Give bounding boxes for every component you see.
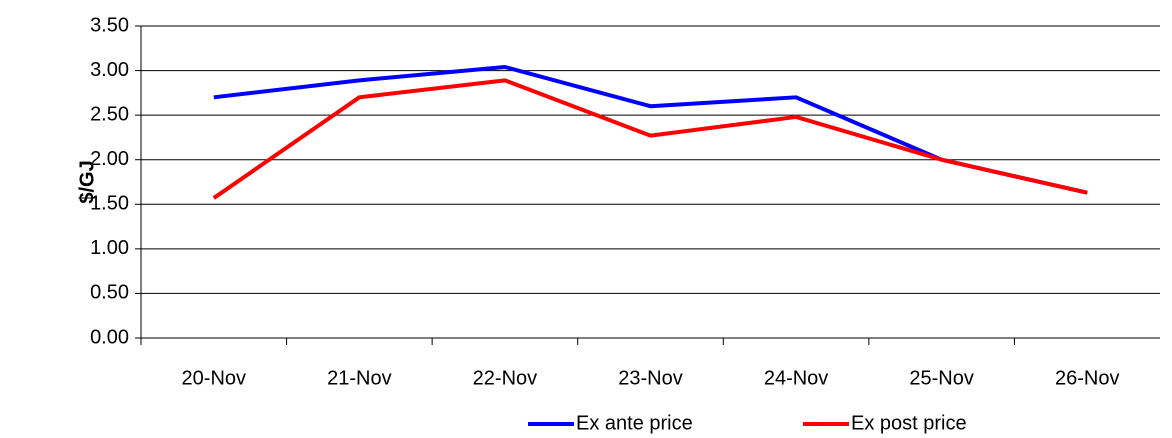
x-tick-label: 24-Nov	[764, 367, 828, 389]
x-tick-label: 25-Nov	[909, 367, 973, 389]
y-tick-label: 3.50	[90, 14, 129, 36]
y-tick-label: 2.50	[90, 103, 129, 125]
y-tick-label: 0.00	[90, 326, 129, 348]
legend-label: Ex post price	[851, 412, 967, 434]
y-axis-label: $/GJ	[76, 160, 98, 203]
series-line	[213, 65, 1088, 195]
y-tick-label: 2.00	[90, 148, 129, 170]
y-tick-label: 3.00	[90, 59, 129, 81]
x-tick-label: 23-Nov	[618, 367, 682, 389]
y-tick-label: 1.00	[90, 237, 129, 259]
series-line	[212, 78, 1088, 200]
x-tick-label: 26-Nov	[1055, 367, 1119, 389]
x-tick-label: 21-Nov	[327, 367, 391, 389]
y-tick-label: 1.50	[90, 193, 129, 215]
legend-label: Ex ante price	[576, 412, 693, 434]
x-tick-label: 20-Nov	[182, 367, 246, 389]
y-tick-label: 0.50	[90, 282, 129, 304]
x-tick-label: 22-Nov	[473, 367, 537, 389]
